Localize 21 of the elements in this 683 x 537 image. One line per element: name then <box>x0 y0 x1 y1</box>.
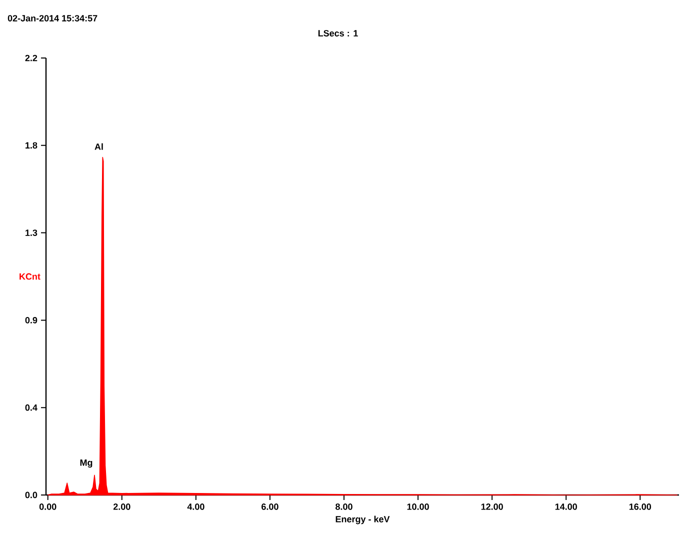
y-tick-label: 1.3 <box>26 230 38 236</box>
x-tick-label: 0.00 <box>39 504 56 510</box>
x-tick-label: 8.00 <box>336 504 352 510</box>
chart-subtitle: LSecs : 1 <box>318 30 358 36</box>
y-tick-label: 0.4 <box>25 404 38 411</box>
y-tick-label: 0.9 <box>25 316 38 324</box>
chart-title: 02-Jan-2014 15:34:57 <box>8 15 98 22</box>
y-tick-label: 2.2 <box>25 54 38 62</box>
y-tick-label: 0.0 <box>25 492 38 498</box>
x-tick-label: 10.00 <box>407 504 429 510</box>
x-tick-label: 16.00 <box>629 504 652 510</box>
x-tick-label: 12.00 <box>481 504 503 510</box>
x-tick-label: 4.00 <box>187 504 204 510</box>
x-axis-title: Energy - keV <box>336 516 390 524</box>
x-tick-label: 2.00 <box>113 504 130 510</box>
x-tick-label: 14.00 <box>555 504 577 510</box>
y-tick-label: 1.8 <box>26 142 38 149</box>
annotation: Mg <box>80 460 92 468</box>
annotation: Al <box>94 143 103 150</box>
y-axis-title: KCnt <box>20 273 40 280</box>
x-tick-label: 6.00 <box>262 504 278 510</box>
